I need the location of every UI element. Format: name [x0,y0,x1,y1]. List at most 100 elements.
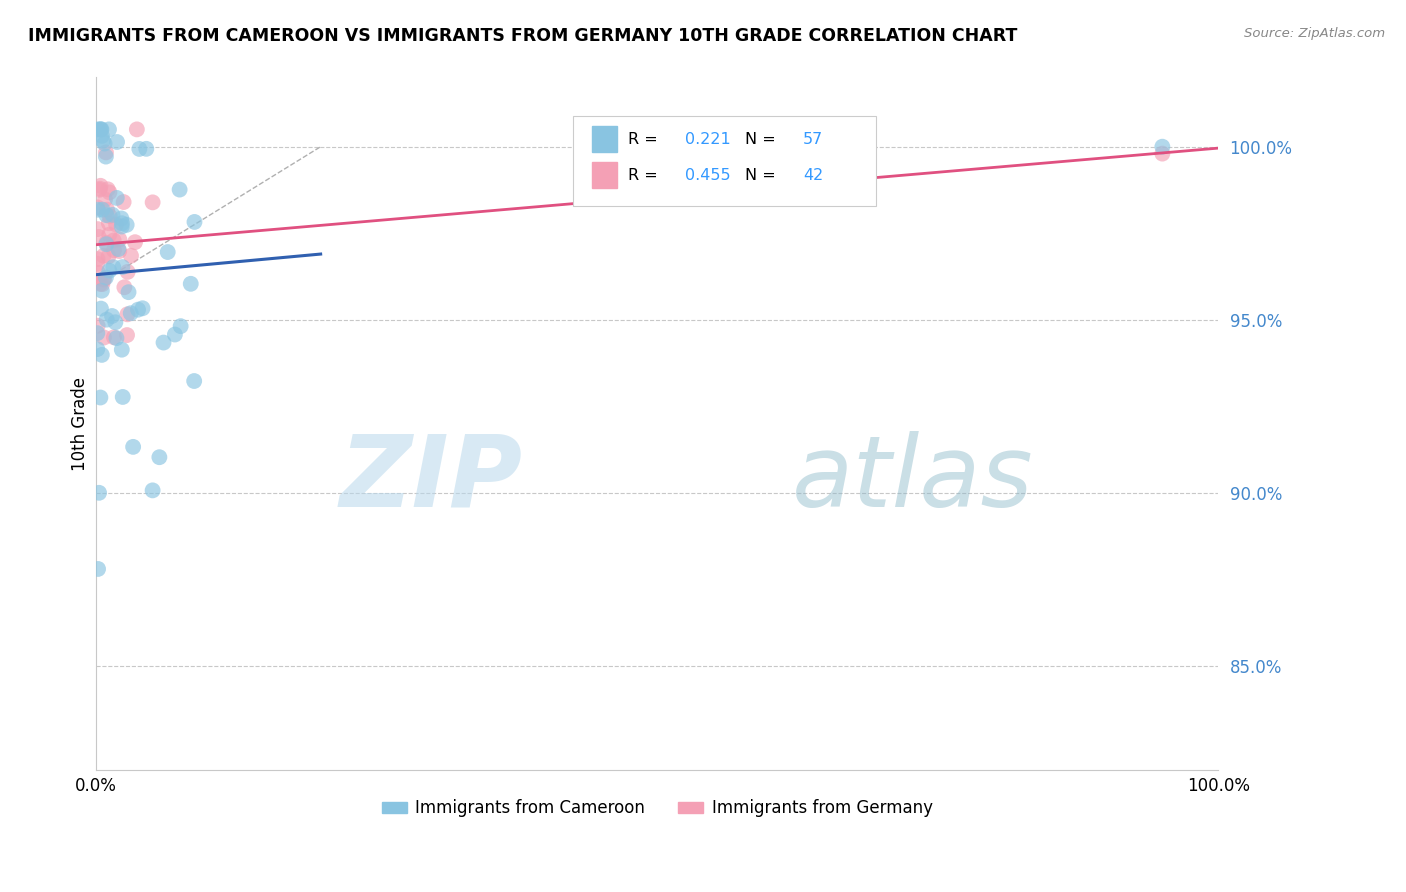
Point [96,237,118,252]
Point [86,318,108,333]
Y-axis label: 10th Grade: 10th Grade [72,376,89,471]
Point [105,135,128,149]
Point [110,211,132,226]
Point [112,195,135,210]
Point [90,284,112,298]
Text: 0.455: 0.455 [685,169,731,183]
Point [125,122,148,136]
Text: 0.221: 0.221 [685,132,731,147]
Point [115,328,138,343]
Point [86,122,108,136]
Point [112,280,135,294]
Point [98,209,121,223]
Point [87,222,110,236]
Point [152,335,174,350]
Point [105,191,128,205]
Point [98,263,121,277]
Point [103,260,125,275]
Legend: Immigrants from Cameroon, Immigrants from Germany: Immigrants from Cameroon, Immigrants fro… [375,793,939,824]
Point [111,390,134,404]
Point [93,330,115,344]
Point [91,134,114,148]
Point [93,136,115,151]
Point [90,122,112,136]
Point [120,249,142,263]
Text: R =: R = [628,169,664,183]
Point [86,342,108,356]
Point [94,193,117,207]
Point [105,331,128,345]
Point [97,216,120,230]
Point [90,348,112,362]
Point [96,235,118,250]
Point [163,327,186,342]
Point [111,216,134,230]
Point [105,218,128,232]
Point [96,208,118,222]
Point [104,315,127,329]
Point [107,242,129,256]
Bar [592,162,617,188]
Point [117,307,139,321]
Point [89,391,111,405]
Point [115,218,138,232]
Point [94,145,117,160]
Point [94,270,117,285]
Point [135,142,157,156]
Point [183,215,205,229]
Text: IMMIGRANTS FROM CAMEROON VS IMMIGRANTS FROM GERMANY 10TH GRADE CORRELATION CHART: IMMIGRANTS FROM CAMEROON VS IMMIGRANTS F… [28,27,1018,45]
Point [156,245,179,260]
Point [103,234,125,248]
Point [103,330,125,344]
Point [169,183,191,197]
Point [183,374,205,388]
Point [1152,139,1174,153]
Text: ZIP: ZIP [340,431,523,528]
Point [120,306,142,320]
Point [97,249,120,263]
Point [93,272,115,286]
Point [89,122,111,136]
Point [89,182,111,196]
Text: N =: N = [745,132,780,147]
Point [108,232,131,246]
Point [103,244,125,258]
Point [96,202,118,217]
Point [124,235,146,249]
Point [128,142,150,156]
Point [111,260,134,274]
FancyBboxPatch shape [574,116,876,205]
Point [87,202,110,217]
Point [89,277,111,291]
Point [90,128,112,143]
Point [86,257,108,271]
Point [131,301,153,316]
Point [93,249,115,263]
Point [87,230,110,244]
Point [101,309,124,323]
Point [91,202,114,217]
Point [142,483,165,498]
Point [117,265,139,279]
Point [111,343,134,357]
Point [180,277,202,291]
Point [86,201,108,215]
Point [1152,146,1174,161]
Point [90,122,112,136]
Point [93,272,115,286]
Point [108,244,131,258]
Bar [592,126,617,153]
Point [89,183,111,197]
Point [87,562,110,576]
Point [89,178,111,193]
Point [142,195,165,210]
Point [86,326,108,340]
Point [90,301,112,316]
Text: atlas: atlas [792,431,1033,528]
Point [96,312,118,326]
Point [101,208,124,222]
Point [127,302,149,317]
Point [148,450,170,465]
Text: N =: N = [745,169,780,183]
Text: Source: ZipAtlas.com: Source: ZipAtlas.com [1244,27,1385,40]
